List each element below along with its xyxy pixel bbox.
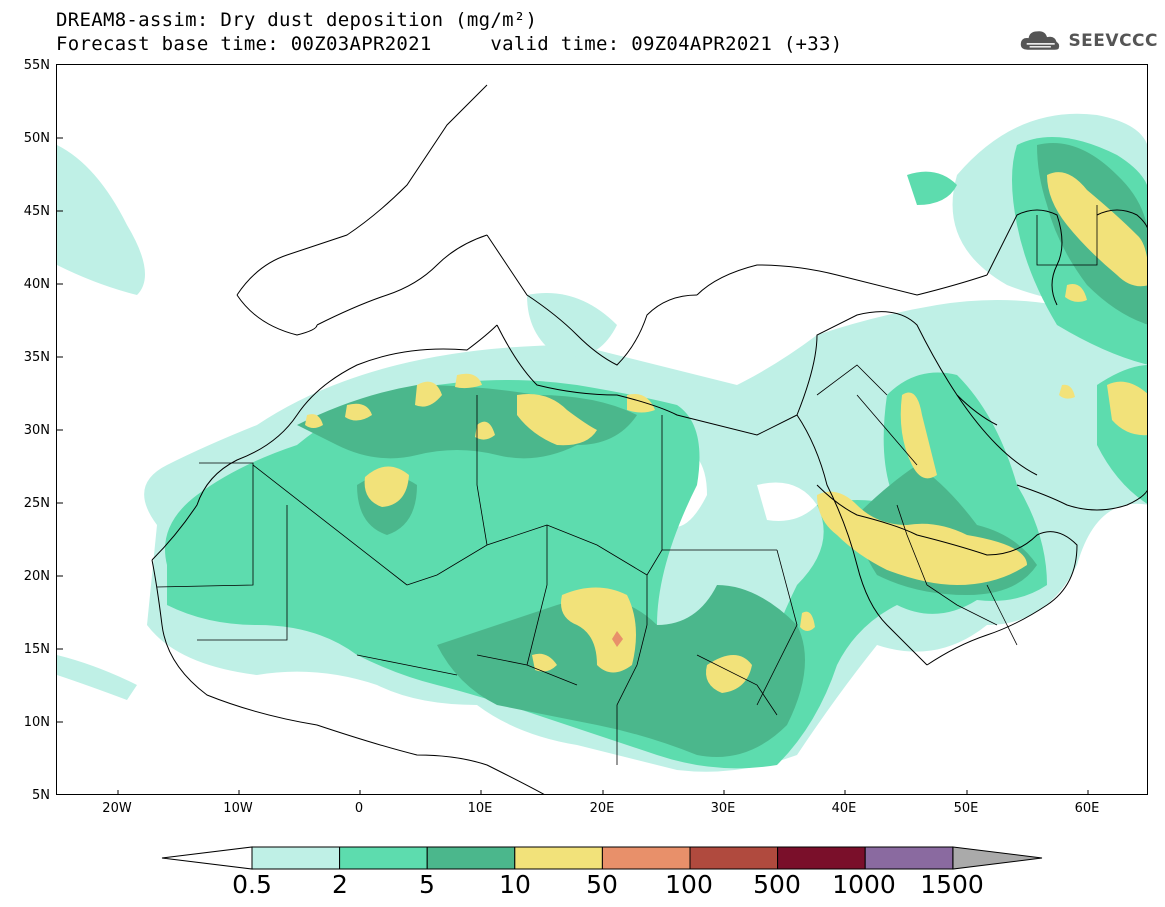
lat-label-55n: 55N [23,58,50,73]
colorbar-box-4 [601,846,691,870]
lon-label-30e: 30E [710,801,736,816]
lat-label-5n: 5N [32,788,50,803]
colorbar-low-arrow [161,846,253,870]
lon-label-20e: 20E [589,801,615,816]
colorbar-label-500: 500 [753,870,801,899]
colorbar-boxes [251,846,954,870]
colorbar-box-5 [689,846,779,870]
lat-label-30n: 30N [23,423,50,438]
map-canvas [57,84,1147,794]
colorbar-box-1 [339,846,428,870]
colorbar-label-0-5: 0.5 [232,870,272,899]
seevccc-logo: SEEVCCC [1018,26,1158,56]
lat-label-40n: 40N [23,277,50,292]
lat-label-25n: 25N [23,496,50,511]
country-borders [156,205,1098,765]
lon-label-10e: 10E [467,801,493,816]
colorbar-box-0 [251,846,341,870]
cloud-icon [1020,31,1060,50]
lat-label-10n: 10N [23,715,50,730]
dust-layer-10 [305,172,1147,693]
colorbar-box-7 [864,846,954,870]
colorbar-label-1500: 1500 [920,870,984,899]
coastlines [151,84,1147,794]
logo-text: SEEVCCC [1068,31,1158,51]
colorbar-label-10: 10 [499,870,531,899]
lat-label-35n: 35N [23,350,50,365]
lat-label-20n: 20N [23,569,50,584]
colorbar-label-2: 2 [332,870,348,899]
lon-label-40e: 40E [831,801,857,816]
lat-label-15n: 15N [23,642,50,657]
map-title: DREAM8-assim: Dry dust deposition (mg/m²… [56,9,538,31]
colorbar-label-5: 5 [419,870,435,899]
colorbar-box-6 [777,846,866,870]
colorbar [161,846,1043,870]
colorbar-box-2 [426,846,516,870]
colorbar-high-arrow [952,846,1043,870]
lon-label-10w: 10W [223,801,253,816]
lon-label-20w: 20W [102,801,132,816]
colorbar-label-50: 50 [586,870,618,899]
lon-label-50e: 50E [953,801,979,816]
forecast-time-line: Forecast base time: 00Z03APR2021 valid t… [56,33,843,55]
colorbar-label-100: 100 [665,870,713,899]
dust-deposition-map [56,64,1148,795]
lon-label-60e: 60E [1074,801,1100,816]
colorbar-box-3 [514,846,603,870]
dust-layer-50 [612,631,623,647]
lat-label-50n: 50N [23,131,50,146]
axis-ticks [57,137,1089,794]
colorbar-label-1000: 1000 [832,870,896,899]
lon-label-0: 0 [354,801,364,816]
lat-label-45n: 45N [23,204,50,219]
